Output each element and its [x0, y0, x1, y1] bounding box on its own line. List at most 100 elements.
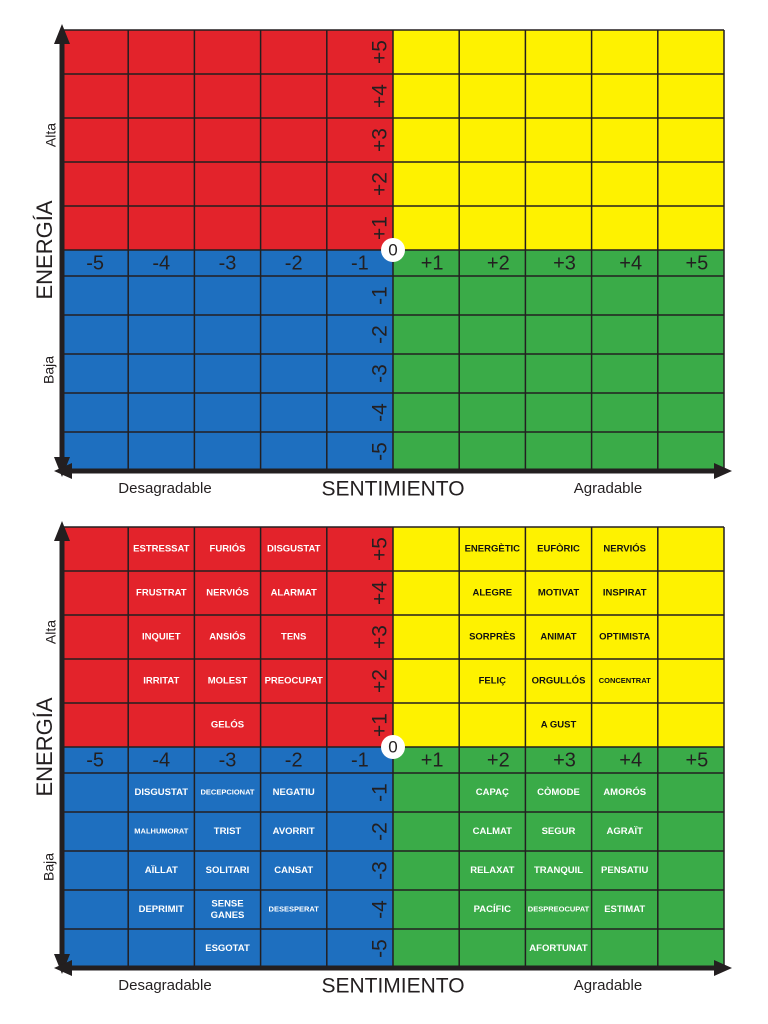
emotion-label: ORGULLÓS [532, 675, 586, 687]
emotion-label: ENERGÈTIC [465, 544, 521, 555]
emotion-label: AMORÓS [603, 786, 646, 798]
x-tick-label: -3 [219, 252, 237, 274]
emotion-label: GANES [211, 910, 245, 921]
emotion-label: AGRAÏT [606, 826, 643, 837]
emotion-label: TRANQUIL [534, 865, 583, 876]
x-tick-label: +2 [487, 749, 510, 771]
x-tick-label: +2 [487, 252, 510, 274]
emotion-label: GELÓS [211, 719, 244, 731]
emotion-label: PENSATIU [601, 865, 648, 876]
emotion-label: PACÍFIC [474, 904, 511, 915]
y-tick-label: -3 [369, 364, 392, 383]
origin-marker [381, 238, 405, 262]
y-tick-label: +2 [369, 172, 392, 196]
panel-axes: -5 -4 -3 -2 -1 +1 +2 +3 +4 +5+5+4+3+2+1-1-2-3-4-5… [32, 24, 732, 501]
emotion-label: TENS [281, 632, 306, 643]
y-tick-label: -2 [369, 822, 392, 841]
y-tick-label: -1 [369, 286, 392, 305]
x-tick-label: +1 [421, 252, 444, 274]
emotion-label: ESGOTAT [205, 943, 250, 954]
x-tick-label: -4 [152, 252, 170, 274]
y-tick-label: -3 [369, 861, 392, 880]
quadrant-red [62, 30, 393, 250]
y-tick-label: +4 [369, 84, 392, 108]
emotion-label: ESTRESSAT [133, 544, 190, 555]
emotion-label: PREOCUPAT [265, 676, 323, 687]
emotion-label: SOLITARI [206, 865, 250, 876]
x-axis-low: Desagradable [118, 977, 211, 994]
y-tick-label: -5 [369, 939, 392, 958]
x-tick-label: +3 [553, 252, 576, 274]
y-axis-high: Alta [43, 620, 59, 644]
x-axis-low: Desagradable [118, 480, 211, 497]
quadrant-blue [62, 250, 393, 471]
arrow-head [54, 24, 70, 44]
emotion-label: NERVIÓS [206, 587, 249, 599]
y-tick-label: +1 [369, 216, 392, 240]
emotion-label: DISGUSTAT [267, 544, 321, 555]
y-tick-label: +4 [369, 581, 392, 605]
emotion-label: MALHUMORAT [134, 826, 188, 835]
emotion-label: SORPRÈS [469, 632, 515, 643]
quadrant-yellow [393, 30, 724, 250]
emotion-label: DEPRIMIT [139, 904, 185, 915]
emotion-label: AVORRIT [273, 826, 315, 837]
emotion-label: DISGUSTAT [135, 787, 189, 798]
y-axis-high: Alta [43, 123, 59, 147]
x-tick-label: -4 [152, 749, 170, 771]
x-tick-label: +4 [619, 252, 642, 274]
y-axis-title: ENERGÍA [32, 697, 57, 796]
origin-label: 0 [388, 737, 397, 756]
emotion-label: FURIÓS [210, 543, 246, 555]
x-tick-label: -5 [86, 252, 104, 274]
y-tick-label: +5 [369, 537, 392, 561]
arrow-head [714, 463, 732, 479]
emotion-label: MOLEST [208, 676, 248, 687]
arrow-head [54, 960, 72, 976]
emotion-label: ANSIÓS [209, 631, 245, 643]
y-axis-low: Baja [41, 356, 57, 384]
x-tick-label: +4 [619, 749, 642, 771]
y-axis-title: ENERGÍA [32, 200, 57, 299]
y-tick-label: -4 [369, 403, 392, 422]
emotion-label: ALEGRE [473, 588, 513, 599]
arrow-head [54, 463, 72, 479]
arrow-head [714, 960, 732, 976]
emotion-label: FRUSTRAT [136, 588, 187, 599]
x-tick-label: -1 [351, 749, 369, 771]
x-axis-title: SENTIMIENTO [321, 975, 464, 998]
quadrant-yellow [393, 527, 724, 747]
emotion-label: CALMAT [473, 826, 513, 837]
emotion-label: CONCENTRAT [599, 676, 651, 685]
x-tick-label: -2 [285, 749, 303, 771]
emotion-label: ALARMAT [271, 588, 317, 599]
x-tick-label: -1 [351, 252, 369, 274]
emotion-label: DESESPERAT [269, 904, 320, 913]
arrow-head [54, 457, 70, 477]
y-tick-label: +1 [369, 713, 392, 737]
arrow-head [54, 521, 70, 541]
x-axis-high: Agradable [574, 480, 642, 497]
origin-label: 0 [388, 240, 397, 259]
emotion-label: TRIST [214, 826, 242, 837]
x-tick-label: +5 [685, 749, 708, 771]
y-axis-low: Baja [41, 853, 57, 881]
emotion-label: AÏLLAT [145, 865, 178, 876]
emotion-label: A GUST [541, 720, 577, 731]
quadrant-green [393, 250, 724, 471]
x-axis-title: SENTIMIENTO [321, 478, 464, 501]
y-tick-label: -5 [369, 442, 392, 461]
emotion-label: DESPREOCUPAT [528, 904, 590, 913]
emotion-label: ESTIMAT [604, 904, 645, 915]
y-tick-label: +3 [369, 128, 392, 152]
arrow-head [54, 954, 70, 974]
y-tick-label: -4 [369, 900, 392, 919]
emotion-label: MOTIVAT [538, 588, 580, 599]
emotion-label: INSPIRAT [603, 588, 647, 599]
emotion-label: AFORTUNAT [529, 943, 588, 954]
y-tick-label: +2 [369, 669, 392, 693]
origin-marker [381, 735, 405, 759]
emotion-label: NEGATIU [273, 787, 315, 798]
y-tick-label: -2 [369, 325, 392, 344]
